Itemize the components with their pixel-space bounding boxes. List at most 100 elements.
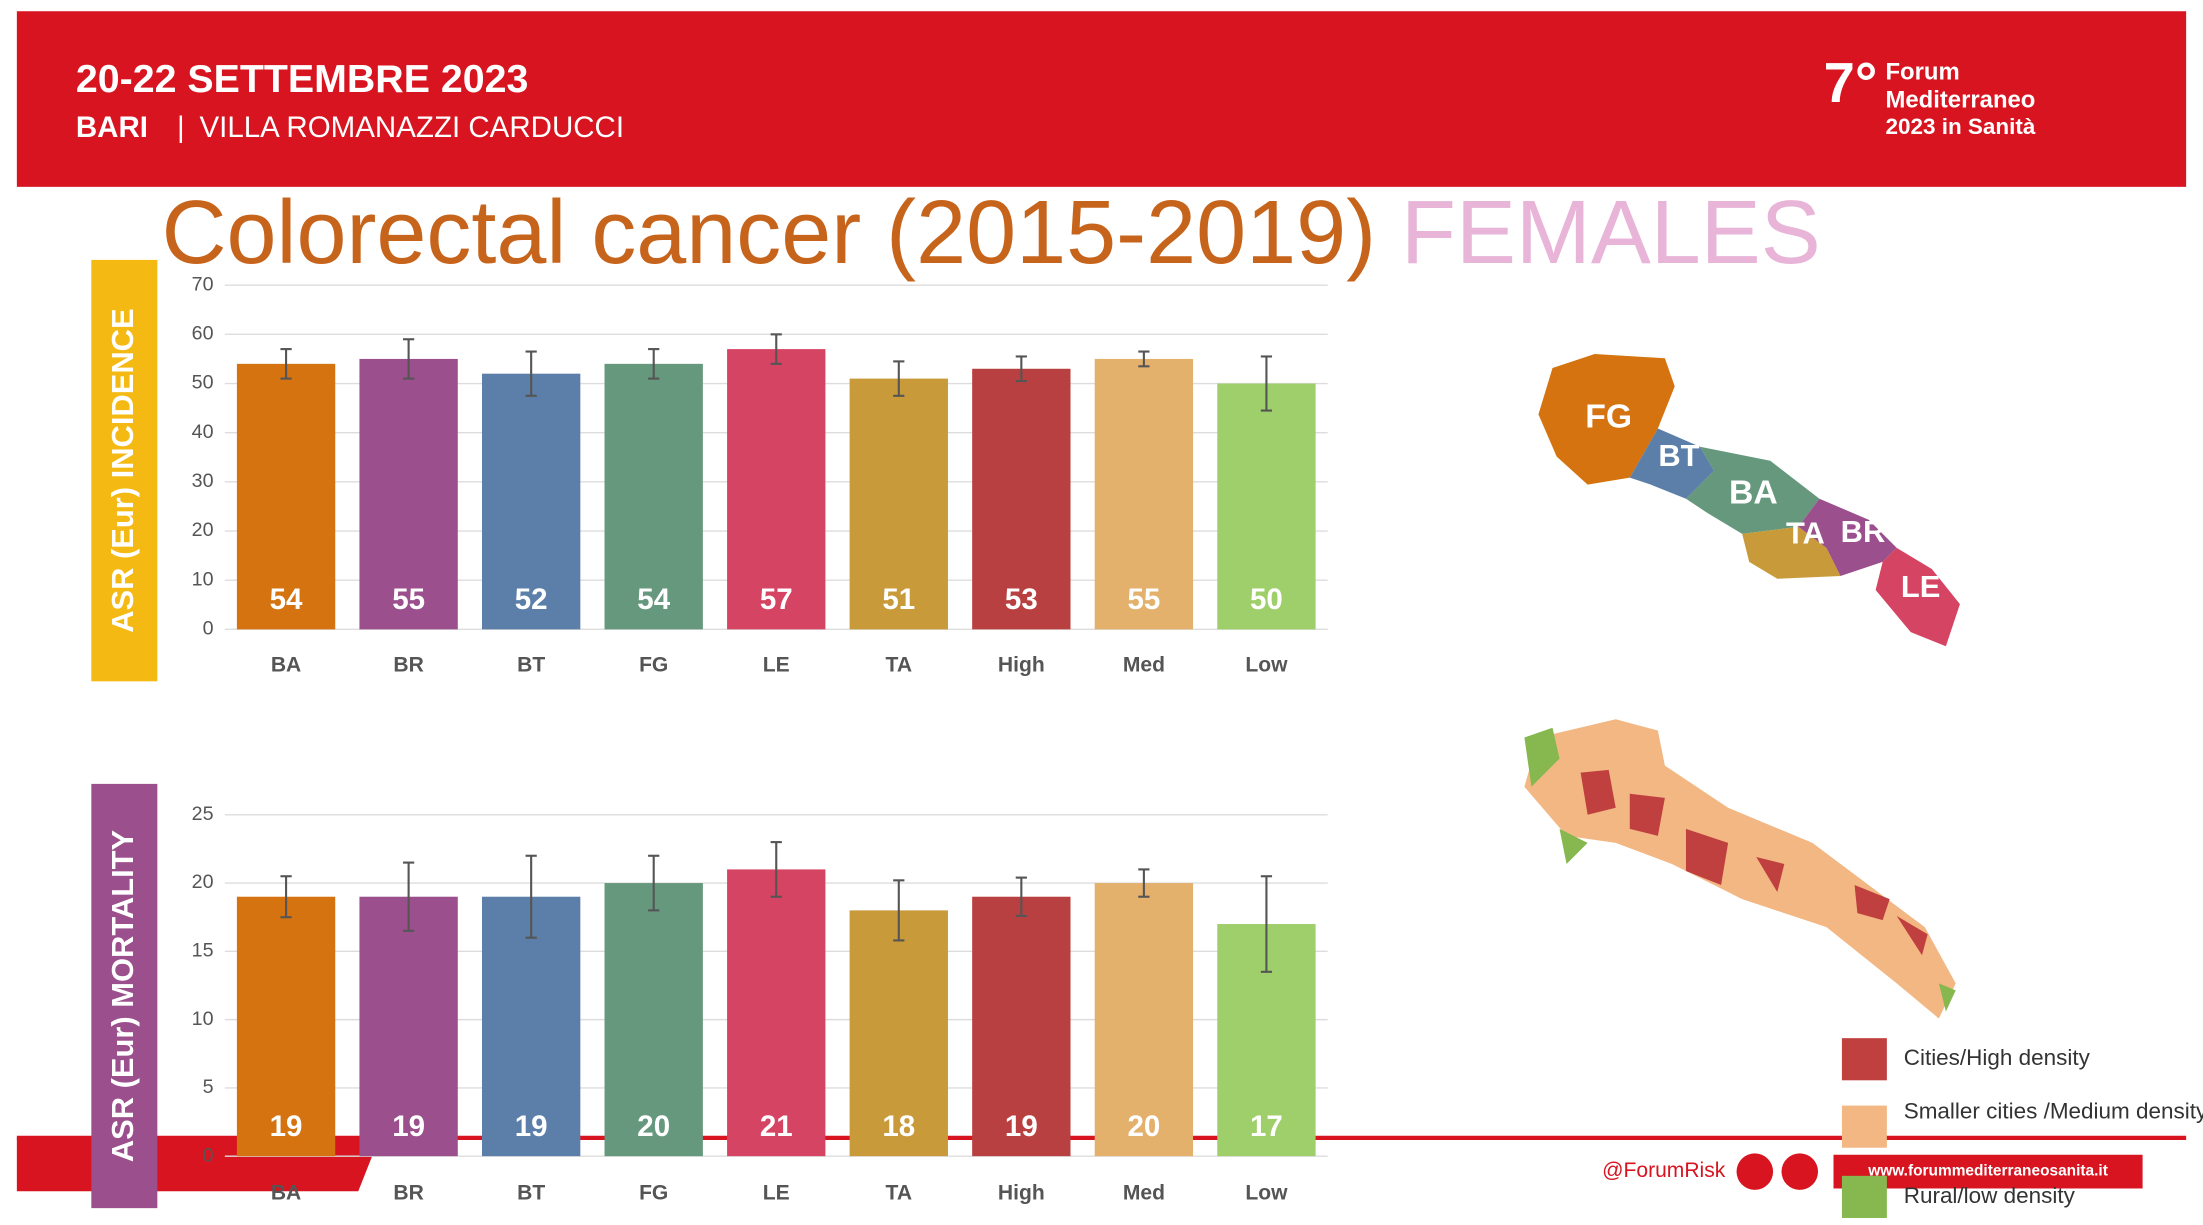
map-label: LE [1901, 569, 1940, 604]
map-label: BR [1841, 514, 1886, 549]
bar [604, 363, 703, 630]
data-label: 54 [270, 583, 303, 616]
title: Colorectal cancer (2015-2019) [162, 183, 1376, 283]
x-tick-label: Med [1123, 1182, 1165, 1205]
map-label: BT [1658, 438, 1699, 473]
x-tick-label: Med [1123, 653, 1165, 676]
bar [359, 358, 458, 630]
bar [359, 896, 458, 1157]
data-label: 52 [515, 583, 548, 616]
x-tick-label: FG [639, 1182, 668, 1205]
density-map [1524, 719, 1956, 1019]
y-tick-label: 0 [203, 1144, 214, 1166]
forum-edition: 7° [1824, 51, 1878, 114]
x-tick-label: BR [393, 653, 423, 676]
map-area [1798, 498, 1897, 576]
data-label: 19 [270, 1110, 303, 1143]
y-tick-label: 20 [192, 519, 214, 541]
bar [972, 368, 1071, 630]
bar [481, 373, 581, 630]
bar [1217, 383, 1316, 630]
x-tick-label: TA [886, 653, 913, 676]
data-label: 53 [1005, 583, 1038, 616]
map-area [1742, 526, 1841, 579]
legend-swatch [1841, 1038, 1887, 1081]
header-city: BARI [76, 111, 148, 144]
legend-label-text: Smaller cities /Medium density [1904, 1099, 2203, 1124]
y-tick-label: 10 [192, 1008, 214, 1030]
forum-line: Mediterraneo [1885, 86, 2035, 113]
axis-label-box [91, 259, 158, 682]
slide-title: Colorectal cancer (2015-2019) FEMALES [162, 183, 1821, 283]
legend-label: Rural/low density [1904, 1183, 2076, 1208]
y-tick-label: 15 [192, 940, 214, 962]
x-tick-label: FG [639, 653, 668, 676]
y-tick-label: 70 [192, 273, 214, 295]
data-label: 57 [760, 583, 793, 616]
map-area [1538, 354, 1675, 485]
y-tick-label: 20 [192, 871, 214, 893]
legend-label: Cities/High density [1904, 1045, 2091, 1070]
twitter-icon [1781, 1153, 1819, 1190]
data-label: 19 [1005, 1110, 1038, 1143]
subtitle: FEMALES [1401, 183, 1821, 283]
y-tick-label: 5 [203, 1076, 214, 1098]
header-venue: VILLA ROMANAZZI CARDUCCI [200, 111, 625, 144]
data-label: 54 [637, 583, 670, 616]
y-tick-label: 30 [192, 470, 214, 492]
x-tick-label: BR [393, 1182, 423, 1205]
y-tick-label: 40 [192, 421, 214, 443]
legend-label: Smaller cities /Medium density [1904, 1099, 2203, 1124]
map-area [1629, 428, 1715, 499]
x-tick-label: TA [886, 1182, 913, 1205]
data-label: 19 [392, 1110, 425, 1143]
header-band [16, 11, 2187, 187]
header-dates: 20-22 SETTEMBRE 2023 [76, 57, 528, 101]
axis-label-box [91, 783, 158, 1209]
data-label: 18 [882, 1110, 915, 1143]
x-tick-label: BA [271, 653, 301, 676]
map-label: BA [1729, 473, 1778, 511]
y-tick-label: 25 [192, 803, 214, 825]
data-label: 20 [1127, 1110, 1160, 1143]
data-label: 50 [1250, 583, 1283, 616]
bar [727, 349, 826, 630]
map-label: TA [1786, 515, 1825, 550]
x-tick-label: High [998, 653, 1045, 676]
x-tick-label: High [998, 1182, 1045, 1205]
x-tick-label: BA [271, 1182, 301, 1205]
forum-line: 2023 in Sanità [1885, 114, 2035, 139]
bar [481, 896, 581, 1157]
y-axis-label: ASR (Eur) INCIDENCE [105, 308, 140, 632]
data-label: 20 [637, 1110, 670, 1143]
x-tick-label: Low [1245, 653, 1288, 676]
x-tick-label: LE [763, 1182, 790, 1205]
y-tick-label: 50 [192, 372, 214, 394]
y-tick-label: 60 [192, 323, 214, 345]
x-tick-label: LE [763, 653, 790, 676]
bar [236, 896, 336, 1157]
region-map [1524, 354, 1960, 1019]
legend-swatch [1841, 1105, 1887, 1148]
y-tick-label: 10 [192, 568, 214, 590]
x-tick-label: Low [1245, 1182, 1288, 1205]
data-label: 17 [1250, 1110, 1283, 1143]
map-label: FG [1585, 398, 1632, 436]
bar [727, 869, 826, 1157]
bar [849, 378, 948, 630]
data-label: 55 [1127, 583, 1160, 616]
data-label: 51 [882, 583, 915, 616]
x-tick-label: BT [517, 653, 545, 676]
header-sep: | [177, 111, 185, 144]
data-label: 21 [760, 1110, 793, 1143]
footer-handle: @ForumRisk [1602, 1159, 1726, 1182]
bar [1094, 883, 1194, 1157]
footer-url: www.forummediterraneosanita.it [1867, 1163, 2108, 1180]
data-label: 55 [392, 583, 425, 616]
map-area [1685, 446, 1820, 534]
map-area [1875, 547, 1960, 647]
legend-swatch [1841, 1175, 1887, 1218]
data-label: 19 [515, 1110, 548, 1143]
facebook-icon [1736, 1153, 1774, 1190]
